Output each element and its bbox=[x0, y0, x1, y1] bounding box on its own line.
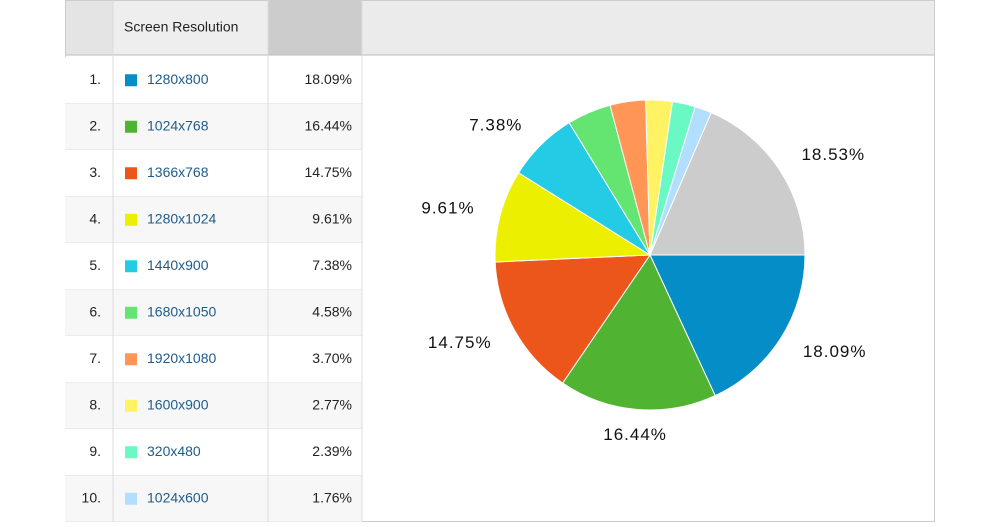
row-share: 4.58% bbox=[312, 303, 352, 319]
row-rank: 3. bbox=[89, 164, 101, 180]
row-bg bbox=[65, 57, 362, 104]
row-label[interactable]: 1920x1080 bbox=[147, 350, 217, 366]
row-rank: 7. bbox=[89, 350, 101, 366]
row-label[interactable]: 320x480 bbox=[147, 443, 201, 459]
color-swatch bbox=[125, 306, 137, 319]
pie-slice bbox=[561, 253, 716, 411]
row-rank: 5. bbox=[89, 257, 101, 273]
row-bg bbox=[65, 475, 362, 522]
row-label[interactable]: 1600x900 bbox=[147, 396, 209, 412]
column-header[interactable]: Screen Resolution bbox=[124, 19, 238, 35]
pie-slice bbox=[494, 254, 651, 384]
row-bg bbox=[65, 289, 362, 336]
row-label[interactable]: 1680x1050 bbox=[147, 303, 217, 319]
row-share: 1.76% bbox=[312, 489, 352, 505]
color-swatch bbox=[125, 260, 137, 273]
row-share: 14.75% bbox=[305, 164, 352, 180]
color-swatch bbox=[125, 167, 137, 180]
row-share: 2.77% bbox=[312, 396, 352, 412]
row-rank: 10. bbox=[82, 489, 101, 505]
header-cell bbox=[362, 0, 935, 55]
row-label[interactable]: 1440x900 bbox=[147, 257, 209, 273]
row-bg bbox=[65, 336, 362, 383]
row-label[interactable]: 1024x600 bbox=[147, 489, 209, 505]
color-swatch bbox=[125, 399, 137, 412]
slice-label: 9.61% bbox=[421, 198, 474, 217]
row-rank: 8. bbox=[89, 396, 101, 412]
color-swatch bbox=[125, 213, 137, 226]
row-bg bbox=[65, 243, 362, 290]
row-rank: 4. bbox=[89, 210, 101, 226]
color-swatch bbox=[125, 120, 137, 133]
row-bg bbox=[65, 196, 362, 243]
row-share: 16.44% bbox=[305, 117, 352, 133]
slice-label: 18.53% bbox=[801, 145, 865, 164]
row-label[interactable]: 1280x800 bbox=[147, 71, 209, 87]
color-swatch bbox=[125, 74, 137, 87]
color-swatch bbox=[125, 446, 137, 459]
row-label[interactable]: 1024x768 bbox=[147, 117, 209, 133]
row-share: 2.39% bbox=[312, 443, 352, 459]
row-share: 3.70% bbox=[312, 350, 352, 366]
color-swatch bbox=[125, 353, 137, 366]
slice-label: 18.09% bbox=[803, 342, 867, 361]
row-bg bbox=[65, 103, 362, 150]
slice-label: 16.44% bbox=[603, 425, 667, 444]
row-bg bbox=[65, 150, 362, 197]
color-swatch bbox=[125, 492, 137, 505]
row-label[interactable]: 1366x768 bbox=[147, 164, 209, 180]
row-rank: 9. bbox=[89, 443, 101, 459]
pie-slice bbox=[649, 111, 806, 256]
row-share: 7.38% bbox=[312, 257, 352, 273]
slice-label: 14.75% bbox=[428, 333, 492, 352]
row-rank: 1. bbox=[89, 71, 101, 87]
row-label[interactable]: 1280x1024 bbox=[147, 210, 217, 226]
row-rank: 6. bbox=[89, 303, 101, 319]
row-share: 9.61% bbox=[312, 210, 352, 226]
row-bg bbox=[65, 429, 362, 476]
row-share: 18.09% bbox=[305, 71, 352, 87]
header-cell bbox=[268, 0, 362, 55]
slice-label: 7.38% bbox=[469, 116, 522, 135]
header-cell bbox=[113, 0, 268, 55]
pie-slice bbox=[494, 172, 652, 263]
header-cell bbox=[65, 0, 113, 55]
row-rank: 2. bbox=[89, 117, 101, 133]
row-bg bbox=[65, 382, 362, 429]
pie-slice bbox=[649, 254, 806, 397]
